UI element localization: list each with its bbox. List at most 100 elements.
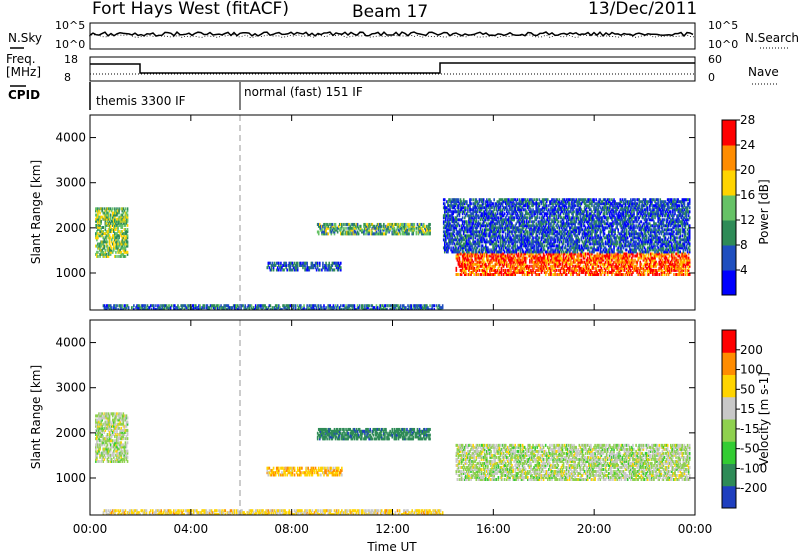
power-cell — [507, 270, 509, 274]
power-cell — [615, 264, 617, 268]
power-cell — [472, 226, 474, 230]
power-cell — [491, 212, 493, 216]
power-cell — [662, 254, 665, 258]
power-cell — [565, 268, 568, 272]
power-cell — [108, 250, 111, 254]
power-cell — [559, 220, 562, 224]
power-cell — [585, 246, 588, 250]
power-cell — [530, 252, 532, 256]
power-cell — [292, 266, 295, 270]
power-cell — [118, 248, 120, 252]
power-cell — [322, 261, 324, 265]
power-cell — [623, 266, 626, 270]
power-cell — [473, 232, 476, 236]
power-cell — [623, 252, 626, 256]
power-cell — [479, 238, 482, 242]
power-cell — [513, 254, 515, 258]
power-cell — [343, 222, 345, 226]
power-cell — [115, 250, 117, 254]
power-cell — [496, 204, 499, 208]
power-cell — [473, 254, 475, 258]
power-cell — [335, 228, 338, 232]
power-cell — [542, 232, 545, 236]
power-cell — [558, 250, 561, 254]
power-cell — [525, 272, 528, 276]
power-cell — [356, 224, 359, 228]
power-cell — [538, 226, 541, 230]
power-cell — [529, 232, 531, 236]
power-cell — [525, 244, 528, 248]
power-cell — [474, 262, 477, 266]
power-cell — [584, 266, 587, 270]
power-cell — [544, 212, 547, 216]
power-cell — [582, 214, 585, 218]
power-cell — [472, 210, 474, 214]
power-cell — [491, 252, 493, 256]
power-cell — [478, 200, 481, 204]
power-cell — [659, 254, 662, 258]
power-cell — [665, 268, 668, 272]
power-cell — [598, 258, 601, 262]
power-cell — [324, 224, 326, 228]
power-cell — [105, 230, 108, 234]
power-cell — [442, 216, 445, 220]
power-cell — [446, 210, 448, 214]
power-cell — [502, 254, 505, 258]
power-cell — [548, 234, 550, 238]
power-cell — [573, 270, 575, 274]
power-cell — [524, 212, 527, 216]
power-cell — [483, 238, 486, 242]
power-cell — [552, 254, 554, 258]
power-cell — [527, 202, 529, 206]
power-cell — [503, 238, 506, 242]
power-cell — [660, 270, 663, 274]
power-cell — [114, 238, 116, 242]
power-cell — [471, 232, 473, 236]
power-cell — [280, 261, 282, 265]
power-cell — [360, 228, 363, 232]
power-cell — [96, 223, 98, 227]
power-cell — [536, 228, 539, 232]
power-cell — [119, 215, 121, 219]
power-cell — [108, 209, 111, 213]
power-cell — [561, 264, 564, 268]
power-cell — [343, 228, 345, 232]
power-cell — [570, 232, 572, 236]
power-cell — [100, 240, 102, 244]
power-cell — [481, 202, 484, 206]
power-cell — [665, 256, 668, 260]
power-cell — [685, 254, 688, 258]
power-cell — [110, 250, 113, 254]
power-cell — [463, 202, 466, 206]
power-cell — [549, 230, 551, 234]
power-cell — [516, 264, 519, 268]
power-cell — [525, 212, 528, 216]
power-cell — [618, 266, 621, 270]
power-cell — [543, 218, 546, 222]
power-cell — [619, 268, 622, 272]
power-cell — [474, 214, 477, 218]
power-cell — [455, 216, 458, 220]
power-cell — [470, 252, 472, 256]
power-cell — [486, 210, 488, 214]
power-cell — [520, 246, 523, 250]
power-cell — [463, 244, 466, 248]
power-cell — [532, 268, 534, 272]
power-cell — [492, 258, 494, 262]
power-cell — [585, 220, 588, 224]
power-cell — [667, 258, 670, 262]
power-cell — [529, 264, 531, 268]
power-cell — [479, 256, 482, 260]
power-cell — [457, 246, 460, 250]
power-cell — [557, 246, 560, 250]
power-cell — [123, 250, 126, 254]
power-cell — [537, 206, 540, 210]
power-cell — [548, 266, 550, 270]
power-cell — [372, 232, 375, 236]
power-cell — [396, 222, 399, 226]
power-cell — [466, 202, 468, 206]
power-cell — [502, 246, 505, 250]
power-cell — [516, 226, 519, 230]
power-cell — [511, 264, 513, 268]
power-cell — [377, 232, 380, 236]
